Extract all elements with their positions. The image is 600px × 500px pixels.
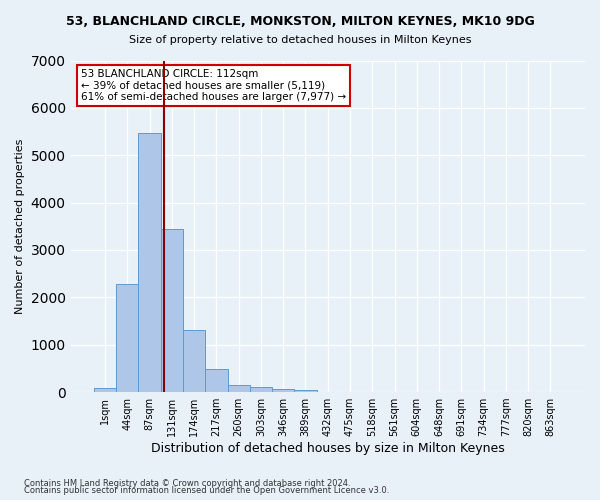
- Bar: [94, 388, 116, 392]
- Bar: [116, 284, 139, 392]
- Text: 53, BLANCHLAND CIRCLE, MONKSTON, MILTON KEYNES, MK10 9DG: 53, BLANCHLAND CIRCLE, MONKSTON, MILTON …: [65, 15, 535, 28]
- Bar: [183, 330, 205, 392]
- Bar: [250, 387, 272, 392]
- Bar: [227, 384, 250, 392]
- X-axis label: Distribution of detached houses by size in Milton Keynes: Distribution of detached houses by size …: [151, 442, 505, 455]
- Bar: [272, 389, 295, 392]
- Y-axis label: Number of detached properties: Number of detached properties: [15, 138, 25, 314]
- Bar: [295, 390, 317, 392]
- Bar: [139, 132, 161, 392]
- Text: Size of property relative to detached houses in Milton Keynes: Size of property relative to detached ho…: [129, 35, 471, 45]
- Text: Contains HM Land Registry data © Crown copyright and database right 2024.: Contains HM Land Registry data © Crown c…: [24, 478, 350, 488]
- Text: Contains public sector information licensed under the Open Government Licence v3: Contains public sector information licen…: [24, 486, 389, 495]
- Bar: [161, 228, 183, 392]
- Text: 53 BLANCHLAND CIRCLE: 112sqm
← 39% of detached houses are smaller (5,119)
61% of: 53 BLANCHLAND CIRCLE: 112sqm ← 39% of de…: [81, 69, 346, 102]
- Bar: [205, 370, 227, 392]
